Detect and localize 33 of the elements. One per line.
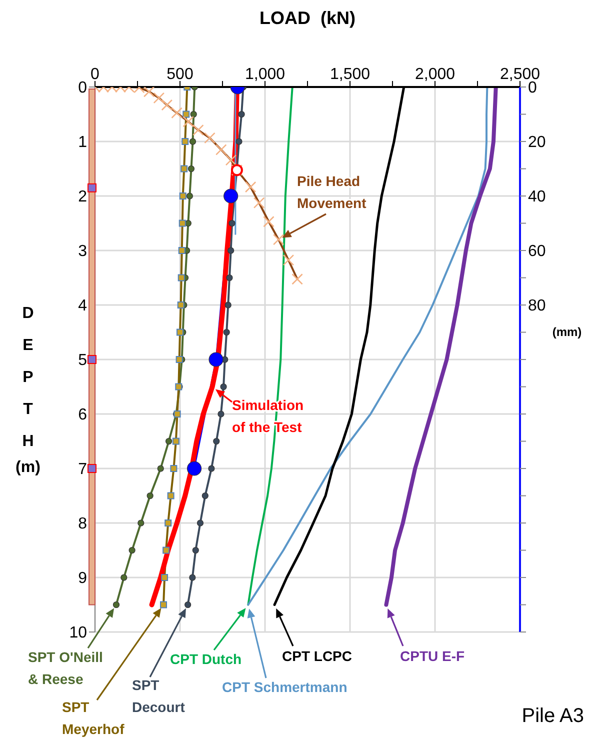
y2-tick-label: 20 bbox=[528, 134, 546, 152]
text: CPT Schmertmann bbox=[222, 679, 348, 695]
y-tick-label: 3 bbox=[78, 243, 88, 260]
legend-label: CPTU E-F bbox=[400, 648, 465, 664]
y-tick-label: 2 bbox=[78, 188, 88, 206]
legend-label: SPT O'Neill & Reese bbox=[28, 649, 103, 687]
y-tick-label: 7 bbox=[78, 461, 88, 478]
text: SPT Meyerhof bbox=[62, 699, 125, 737]
text: SPT Decourt bbox=[132, 677, 186, 715]
y2-tick-label: 80 bbox=[528, 298, 546, 315]
x-tick-label: 500 bbox=[166, 66, 194, 83]
y-tick-label: 6 bbox=[78, 406, 88, 424]
y2-tick-label: 60 bbox=[528, 243, 546, 260]
y-axis-title: DEPTH (m) bbox=[16, 305, 40, 476]
y-tick-label: 9 bbox=[78, 570, 88, 588]
y2-tick-label: 40 bbox=[528, 188, 546, 206]
y2-axis-title: (mm) bbox=[552, 325, 582, 339]
x-tick-label: 0 bbox=[90, 66, 100, 83]
legend-label: CPT LCPC bbox=[282, 648, 352, 664]
y-tick-label: 0 bbox=[78, 80, 88, 97]
x-tick-label: 2,000 bbox=[414, 66, 456, 83]
y-tick-label: 10 bbox=[69, 624, 88, 642]
y-tick-label: 4 bbox=[78, 298, 88, 315]
y2-tick-label: 0 bbox=[528, 80, 537, 97]
y-tick-label: 1 bbox=[78, 134, 88, 152]
x-tick-label: 1,000 bbox=[244, 66, 286, 83]
text: CPT Dutch bbox=[170, 651, 242, 667]
y-tick-label: 8 bbox=[78, 516, 88, 533]
x-tick-label: 1,500 bbox=[330, 66, 370, 83]
x-axis-title: LOAD (kN) bbox=[260, 8, 356, 28]
y-tick-label: 5 bbox=[78, 352, 88, 370]
series-label: Pile Head Movement bbox=[297, 173, 367, 211]
text: Pile A3 bbox=[522, 705, 584, 727]
